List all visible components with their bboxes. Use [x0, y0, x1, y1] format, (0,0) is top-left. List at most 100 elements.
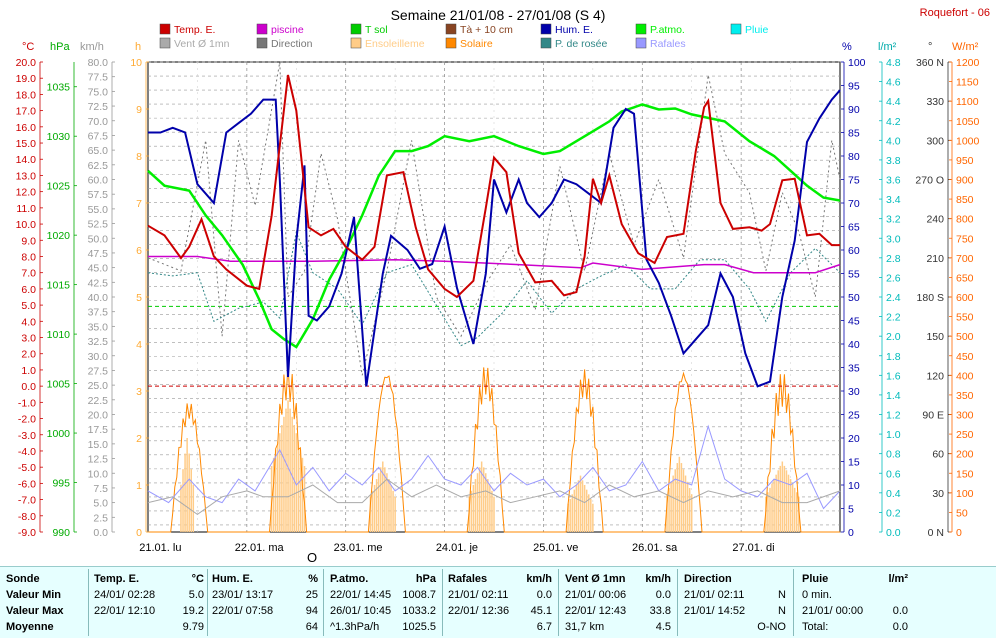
axis-sun-tick: 7	[136, 198, 142, 210]
axis-rain-tick: 0.6	[886, 468, 901, 480]
unit-sun-label: h	[135, 41, 141, 53]
axis-rain-tick: 2.6	[886, 272, 901, 284]
axis-temp-tick: 17.0	[16, 106, 37, 118]
summary-rain: Pluie l/m² 0 min. 21/01/ 00:00 0.0 Total…	[802, 567, 908, 638]
summary-temp: Temp. E. °C 24/01/ 02:28 5.0 22/01/ 12:1…	[94, 567, 204, 638]
legend-label: Vent Ø 1mn	[174, 38, 230, 50]
legend-label: P. de rosée	[555, 38, 608, 50]
axis-rain-tick: 2.4	[886, 292, 901, 304]
axis-wind-tick: 67.5	[88, 130, 109, 142]
legend-swatch	[540, 23, 552, 35]
chart-title: Semaine 21/01/08 - 27/01/08 (S 4)	[391, 7, 606, 23]
axis-rain-tick: 4.8	[886, 57, 901, 69]
axis-hum-tick: 35	[848, 363, 860, 375]
axis-dir-tick: 120	[926, 370, 944, 382]
axis-rain-tick: 2.8	[886, 253, 901, 265]
axis-wind-tick: 42.5	[88, 277, 109, 289]
axis-wind-tick: 5.0	[93, 498, 108, 510]
axis-sun-tick: 8	[136, 151, 142, 163]
axis-solar-tick: 500	[956, 331, 974, 343]
axis-hum-tick: 80	[848, 151, 860, 163]
x-axis-labels: 21.01. lu 22.01. ma 23.01. me 24.01. je 25.0…	[139, 542, 774, 554]
axis-dir-tick: 90 E	[922, 410, 944, 422]
axis-dir-tick: 360 N	[916, 57, 944, 69]
axis-solar-tick: 950	[956, 155, 974, 167]
axis-dir-tick: 30	[932, 488, 944, 500]
axis-wind-tick: 0.0	[93, 527, 108, 539]
axis-wind-tick: 37.5	[88, 307, 109, 319]
unit-temp-label: °C	[22, 41, 34, 53]
axis-wind-tick: 2.5	[93, 512, 108, 524]
axis-solar-tick: 450	[956, 351, 974, 363]
axis-temp-tick: -7.0	[18, 495, 36, 507]
legend-label: Ensoleilleme	[365, 38, 425, 50]
series-p-atmo-	[147, 103, 841, 349]
axis-pressure-tick: 1015	[47, 280, 71, 292]
axis-rain-tick: 3.2	[886, 214, 901, 226]
wind-min-time: 21/01/ 00:06	[565, 589, 627, 601]
axis-temp-tick: 11.0	[16, 203, 36, 215]
axis-sun-tick: 6	[136, 245, 142, 257]
gust-col-unit: km/h	[526, 573, 552, 585]
axis-pressure-tick: 1025	[47, 181, 71, 193]
axis-solar-tick: 750	[956, 233, 974, 245]
solar-line	[148, 364, 840, 533]
axis-solar-tick: 250	[956, 429, 974, 441]
legend-swatch	[159, 37, 171, 49]
temp-max-time: 22/01/ 12:10	[94, 605, 156, 617]
temp-max-value: 19.2	[182, 605, 204, 617]
series-piscine	[148, 255, 841, 274]
rain-col-title: Pluie	[802, 573, 829, 585]
temp-min-time: 24/01/ 02:28	[94, 589, 156, 601]
axis-dir-tick: 0 N	[928, 527, 944, 539]
legend-swatch	[730, 23, 742, 35]
axis-rain-tick: 3.0	[886, 233, 901, 245]
legend-label: Tà + 10 cm	[460, 24, 513, 36]
hum-max-time: 22/01/ 07:58	[212, 605, 274, 617]
legend-swatch	[635, 23, 647, 35]
axis-rain-tick: 0.8	[886, 449, 901, 461]
legend-label: piscine	[271, 24, 304, 36]
axis-wind-tick: 27.5	[88, 365, 109, 377]
axis-hum-tick: 30	[848, 386, 860, 398]
legend-swatch	[540, 37, 552, 49]
axis-solar-tick: 800	[956, 214, 974, 226]
wind-max-time: 22/01/ 12:43	[565, 605, 627, 617]
wind-col-unit: km/h	[645, 573, 671, 585]
axis-temp-tick: 5.0	[21, 300, 36, 312]
axis-wind-tick: 17.5	[88, 424, 109, 436]
axis-pressure-tick: 1005	[47, 379, 71, 391]
axis-rain-tick: 4.6	[886, 77, 901, 89]
axis-hum-tick: 90	[848, 104, 860, 116]
legend-label: Pluie	[745, 24, 769, 36]
dir-avg-value: O-NO	[757, 621, 786, 633]
axis-sun-tick: 4	[136, 339, 142, 351]
axis-temp-tick: -4.0	[18, 446, 36, 458]
patmo-min-time: 22/01/ 14:45	[330, 589, 392, 601]
unit-hum-label: %	[842, 41, 852, 53]
axis-solar-tick: 200	[956, 449, 974, 461]
axis-temp-tick: 13.0	[16, 170, 37, 182]
series-vent-1mn	[147, 478, 841, 516]
axis-rain-tick: 1.2	[886, 410, 901, 422]
axis-pressure-tick: 995	[52, 478, 70, 490]
axis-temp-tick: 3.0	[21, 333, 36, 345]
axis-wind-tick: 10.0	[88, 468, 109, 480]
axis-wind-tick: 77.5	[88, 72, 109, 84]
axis-dir-tick: 150	[926, 331, 944, 343]
axis-temp-tick: 1.0	[21, 365, 36, 377]
summary-direction: Direction 21/01/ 02:11 N 21/01/ 14:52 N …	[684, 567, 786, 638]
row-label-max: Valeur Max	[6, 605, 64, 617]
axis-wind-tick: 52.5	[88, 219, 109, 231]
axis-wind-tick: 22.5	[88, 395, 109, 407]
axis-rain-tick: 2.2	[886, 312, 901, 324]
axis-temp-tick: 18.0	[16, 89, 37, 101]
axis-solar-tick: 700	[956, 253, 974, 265]
axis-rain-tick: 1.6	[886, 370, 901, 382]
axis-sun-tick: 2	[136, 433, 142, 445]
temp-avg-value: 9.79	[182, 621, 204, 633]
axis-pressure-tick: 1000	[47, 428, 71, 440]
axis-temp-tick: -9.0	[18, 527, 36, 539]
axis-solar-tick: 600	[956, 292, 974, 304]
legend-swatch	[159, 23, 171, 35]
